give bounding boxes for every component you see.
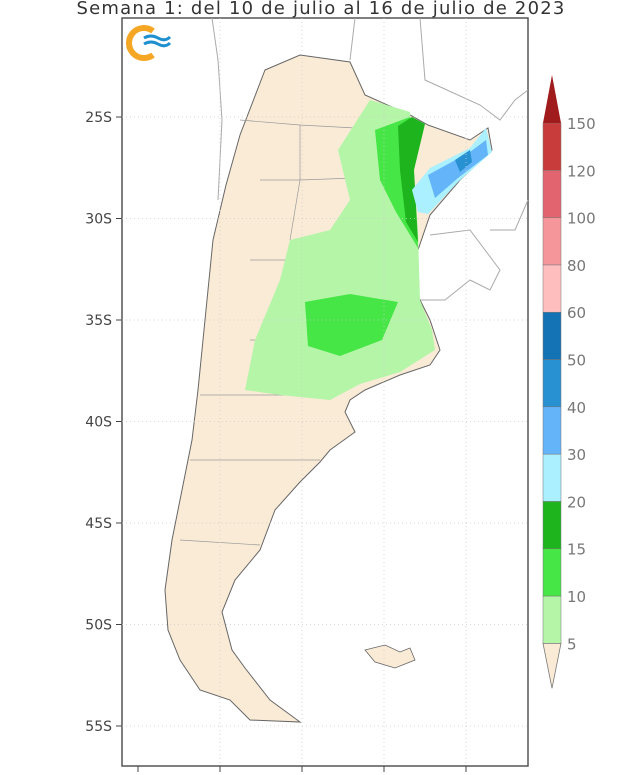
precip-area-30-40 [428,140,488,198]
colorbar-label: 60 [567,304,586,322]
map-title: Semana 1: del 10 de julio al 16 de julio… [76,0,566,19]
malvinas-islands [364,644,416,669]
lon-axis-ticks [137,766,467,772]
precip-area-40-50 [455,150,472,172]
colorbar-segment [542,122,562,171]
colorbar-segment [542,595,562,644]
colorbar-label: 15 [567,541,586,559]
colorbar-segment [542,359,562,408]
precip-area-15-20 [398,117,425,242]
lat-tick-label: 45S [85,516,112,532]
colorbar-label: 50 [567,352,586,370]
colorbar-segment [542,264,562,313]
precip-area-10-15 [305,117,418,356]
colorbar-label: 5 [567,635,577,653]
colorbar-upper-triangle [543,75,561,123]
colorbar-segment [542,170,562,218]
colorbar-segment [542,453,562,502]
logo [126,25,172,61]
lat-tick-label: 55S [85,719,112,735]
lat-tick-label: 30S [85,212,112,228]
graticule [122,18,528,766]
colorbar-label: 120 [567,162,596,180]
lat-tick-label: 25S [85,110,112,126]
lat-tick-label: 35S [85,313,112,329]
colorbar-label: 80 [567,257,586,275]
colorbar-segment [542,217,562,266]
colorbar-segment [542,311,562,360]
colorbar-label: 10 [567,588,586,606]
lat-tick-label: 50S [85,618,112,634]
lat-axis: 25S 30S 35S 40S 45S 50S 55S [85,110,122,735]
colorbar-label: 150 [567,115,596,133]
logo-c-shape [126,25,155,61]
colorbar: 5 10 15 20 30 40 50 60 80 100 120 150 [542,75,596,689]
colorbar-label: 30 [567,446,586,464]
lat-tick-label: 40S [85,415,112,431]
colorbar-label: 100 [567,210,596,228]
colorbar-segment [542,548,562,597]
colorbar-segment [542,406,562,455]
precip-layer [245,100,492,400]
colorbar-label: 40 [567,399,586,417]
logo-waves-icon [143,34,172,48]
colorbar-label: 20 [567,493,586,511]
colorbar-lower-triangle [542,642,562,689]
colorbar-segment [542,501,562,549]
